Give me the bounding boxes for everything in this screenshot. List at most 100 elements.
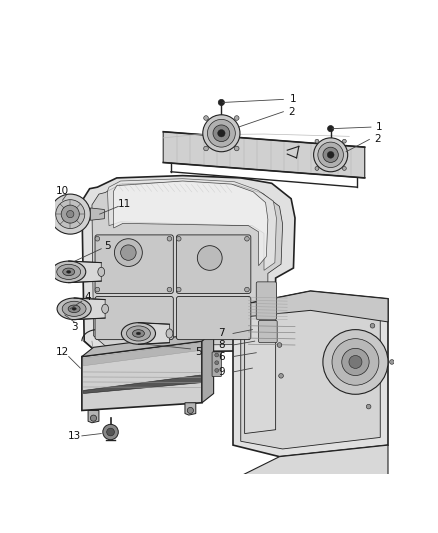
Ellipse shape bbox=[127, 326, 150, 341]
Text: 1: 1 bbox=[290, 94, 297, 104]
Circle shape bbox=[215, 353, 219, 357]
Circle shape bbox=[120, 245, 136, 260]
Polygon shape bbox=[83, 375, 201, 393]
Ellipse shape bbox=[52, 261, 86, 282]
Text: 3: 3 bbox=[71, 322, 78, 332]
Text: 11: 11 bbox=[118, 199, 131, 209]
Circle shape bbox=[328, 126, 334, 132]
Polygon shape bbox=[74, 298, 105, 320]
Text: 12: 12 bbox=[56, 347, 69, 357]
FancyBboxPatch shape bbox=[177, 296, 251, 340]
Polygon shape bbox=[82, 332, 214, 357]
Circle shape bbox=[366, 405, 371, 409]
Circle shape bbox=[208, 119, 235, 147]
Circle shape bbox=[315, 139, 319, 143]
Text: 9: 9 bbox=[218, 367, 225, 377]
Circle shape bbox=[318, 142, 343, 167]
Polygon shape bbox=[83, 343, 201, 366]
Polygon shape bbox=[92, 182, 283, 346]
Polygon shape bbox=[82, 175, 295, 353]
Ellipse shape bbox=[57, 298, 91, 320]
Circle shape bbox=[245, 237, 249, 241]
Circle shape bbox=[167, 287, 172, 292]
FancyBboxPatch shape bbox=[256, 282, 276, 320]
Polygon shape bbox=[163, 132, 365, 178]
Circle shape bbox=[213, 125, 230, 142]
Polygon shape bbox=[185, 403, 196, 415]
Circle shape bbox=[95, 237, 100, 241]
Ellipse shape bbox=[72, 308, 76, 310]
Ellipse shape bbox=[67, 271, 71, 273]
Circle shape bbox=[215, 368, 219, 373]
Text: 2: 2 bbox=[289, 107, 295, 117]
Circle shape bbox=[204, 146, 208, 151]
FancyBboxPatch shape bbox=[95, 235, 173, 294]
Circle shape bbox=[187, 407, 194, 414]
Circle shape bbox=[343, 166, 346, 171]
Circle shape bbox=[56, 200, 85, 229]
Text: 5: 5 bbox=[195, 347, 201, 357]
Circle shape bbox=[203, 115, 240, 152]
Text: 8: 8 bbox=[218, 340, 225, 350]
Circle shape bbox=[114, 239, 142, 266]
Circle shape bbox=[332, 338, 379, 385]
Ellipse shape bbox=[63, 268, 74, 276]
Polygon shape bbox=[241, 297, 380, 449]
Text: 6: 6 bbox=[218, 352, 225, 361]
Circle shape bbox=[245, 287, 249, 292]
Circle shape bbox=[279, 374, 283, 378]
Polygon shape bbox=[241, 445, 388, 488]
Polygon shape bbox=[88, 410, 99, 423]
Circle shape bbox=[215, 361, 219, 365]
Ellipse shape bbox=[132, 330, 145, 337]
Circle shape bbox=[167, 237, 172, 241]
Ellipse shape bbox=[121, 322, 155, 344]
Text: 13: 13 bbox=[67, 431, 81, 441]
Circle shape bbox=[107, 428, 114, 436]
Polygon shape bbox=[245, 310, 276, 433]
Circle shape bbox=[327, 151, 334, 158]
FancyBboxPatch shape bbox=[177, 235, 251, 294]
Ellipse shape bbox=[57, 264, 81, 279]
Ellipse shape bbox=[102, 304, 109, 313]
Circle shape bbox=[50, 194, 90, 234]
Text: 1: 1 bbox=[376, 122, 383, 132]
Circle shape bbox=[389, 360, 394, 364]
Polygon shape bbox=[90, 208, 104, 220]
Circle shape bbox=[90, 415, 97, 421]
Circle shape bbox=[315, 166, 319, 171]
Ellipse shape bbox=[136, 332, 141, 335]
Text: 7: 7 bbox=[218, 328, 225, 338]
Ellipse shape bbox=[166, 329, 173, 338]
Circle shape bbox=[234, 146, 239, 151]
Circle shape bbox=[277, 343, 282, 348]
Ellipse shape bbox=[62, 301, 86, 317]
Circle shape bbox=[177, 287, 181, 292]
Text: 5: 5 bbox=[104, 241, 111, 251]
Circle shape bbox=[218, 99, 224, 106]
Circle shape bbox=[204, 116, 208, 120]
Polygon shape bbox=[82, 341, 202, 410]
Text: 4: 4 bbox=[84, 292, 91, 302]
Ellipse shape bbox=[98, 267, 105, 277]
Circle shape bbox=[314, 138, 348, 172]
Circle shape bbox=[234, 116, 239, 120]
Polygon shape bbox=[113, 181, 268, 265]
Circle shape bbox=[67, 211, 74, 217]
Polygon shape bbox=[233, 291, 388, 322]
Circle shape bbox=[370, 324, 375, 328]
Text: 2: 2 bbox=[374, 134, 381, 144]
Text: 10: 10 bbox=[56, 186, 69, 196]
Circle shape bbox=[198, 246, 222, 270]
Circle shape bbox=[342, 349, 369, 376]
Circle shape bbox=[95, 287, 100, 292]
Polygon shape bbox=[69, 261, 101, 282]
Circle shape bbox=[323, 147, 338, 163]
Circle shape bbox=[343, 139, 346, 143]
Polygon shape bbox=[233, 291, 388, 457]
FancyBboxPatch shape bbox=[258, 320, 277, 343]
FancyBboxPatch shape bbox=[212, 352, 221, 377]
Polygon shape bbox=[107, 179, 276, 270]
Circle shape bbox=[218, 130, 225, 137]
Circle shape bbox=[177, 237, 181, 241]
